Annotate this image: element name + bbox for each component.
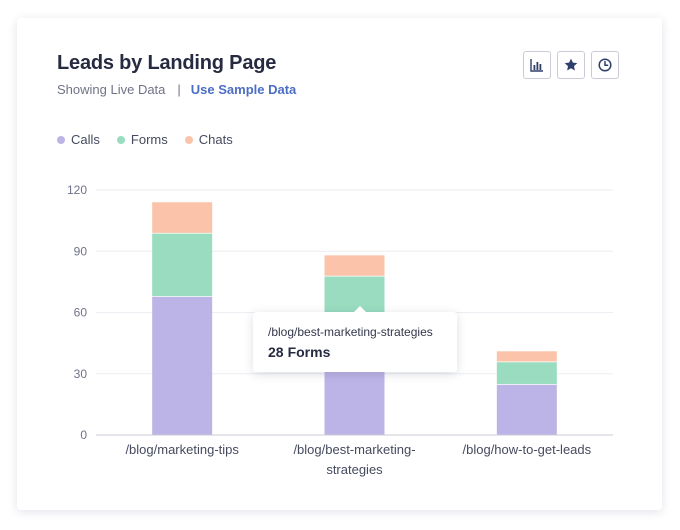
legend-swatch-calls [57,135,65,144]
legend-label-calls: Calls [71,132,100,147]
legend-swatch-chats [184,135,193,144]
y-tick-label: 60 [74,306,88,320]
page-title: Leads by Landing Page [57,52,277,74]
legend-item-calls[interactable]: Calls [57,132,100,147]
star-icon [564,58,578,71]
bar-segment-chats [324,255,385,276]
bar-segment-calls [496,383,557,435]
chart-tooltip: /blog/best-marketing-strategies 28 Forms [253,306,457,372]
y-tick-label: 90 [74,244,88,258]
x-tick-label: strategies [326,462,383,477]
data-source-line: Showing Live Data | Use Sample Data [57,82,296,97]
favorite-button[interactable] [557,51,585,79]
clock-icon [598,58,612,72]
stacked-bar-chart: 0 30 60 90 120/blog/marketing-tips/blog/best… [67,183,613,477]
bar-segment-calls [152,296,213,435]
legend-swatch-forms [116,135,125,144]
bar-segment-forms [152,232,213,297]
tooltip-count: 28 [268,344,284,360]
y-tick-label: 30 [74,367,88,381]
history-button[interactable] [591,51,619,79]
legend-label-chats: Chats [198,132,233,147]
chart-type-button[interactable] [523,51,551,79]
x-tick-label: /blog/best-marketing- [293,442,415,457]
chart-legend: Calls Forms Chats [57,132,233,147]
bar-segment-chats [496,351,557,362]
y-tick-label: 0 [80,428,87,442]
bar-segment-forms [496,361,557,384]
chart-card: Leads by Landing Page Showing Live Data |… [17,18,662,510]
legend-item-forms[interactable]: Forms [116,132,168,147]
bar-chart-icon [530,59,543,72]
tooltip-category: /blog/best-marketing-strategies [268,325,433,339]
tooltip-value: 28 Forms [268,344,442,360]
legend-label-forms: Forms [130,132,168,147]
x-tick-label: /blog/how-to-get-leads [463,442,592,457]
chart-toolbar [523,51,619,79]
x-tick-label: /blog/marketing-tips [125,442,239,457]
legend-item-chats[interactable]: Chats [184,132,233,147]
live-data-status: Showing Live Data [57,82,166,97]
bar-segment-chats [152,202,213,233]
tooltip-series: Forms [287,344,331,360]
y-tick-label: 120 [67,183,87,197]
subtitle-separator: | [177,82,181,97]
use-sample-data-link[interactable]: Use Sample Data [190,82,297,97]
